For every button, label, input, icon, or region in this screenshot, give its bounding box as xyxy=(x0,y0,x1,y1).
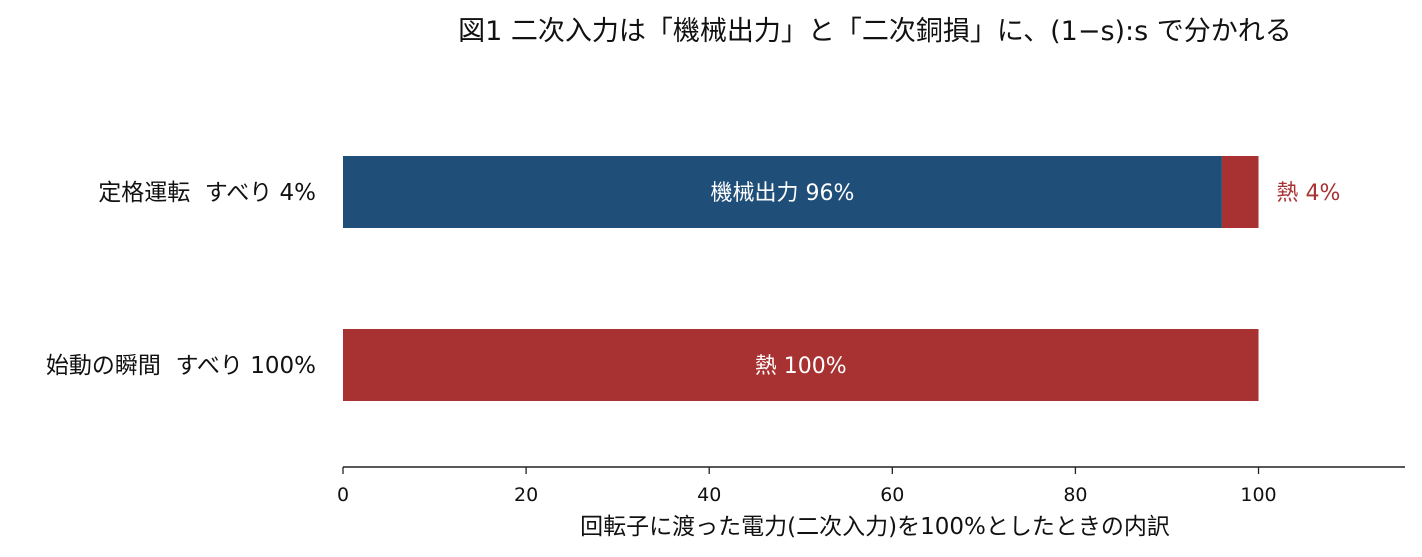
bar-0-segment-1 xyxy=(1221,156,1259,228)
x-axis: 0 20 40 60 80 100 xyxy=(337,466,1405,506)
x-tick-label: 60 xyxy=(880,484,904,506)
y-tick-labels-group: 定格運転 すべり 4% 始動の瞬間 すべり 100% xyxy=(46,180,316,379)
bar-0-segment-0 xyxy=(343,156,1222,228)
x-tick-label: 0 xyxy=(337,484,349,506)
x-axis-label: 回転子に渡った電力(二次入力)を100%としたときの内訳 xyxy=(580,514,1170,540)
chart-title: 図1 二次入力は「機械出力」と「二次銅損」に、(1−s):s で分かれる xyxy=(458,16,1292,47)
bar-1-segment-1 xyxy=(343,329,1259,401)
bar-labels-group: 機械出力 96% 熱 4% 熱 100% xyxy=(710,181,1340,379)
x-tick-label: 20 xyxy=(514,484,538,506)
y-tick-label: 定格運転 すべり 4% xyxy=(98,180,316,206)
data-label-mechanical-output: 機械出力 96% xyxy=(710,181,854,206)
x-tick-label: 40 xyxy=(697,484,721,506)
data-label-heat-rated: 熱 4% xyxy=(1277,181,1341,206)
data-label-heat-start: 熱 100% xyxy=(755,354,847,379)
y-tick-label: 始動の瞬間 すべり 100% xyxy=(46,353,316,379)
bars-group xyxy=(343,156,1259,401)
x-tick-label: 80 xyxy=(1063,484,1087,506)
x-tick-label: 100 xyxy=(1240,484,1276,506)
